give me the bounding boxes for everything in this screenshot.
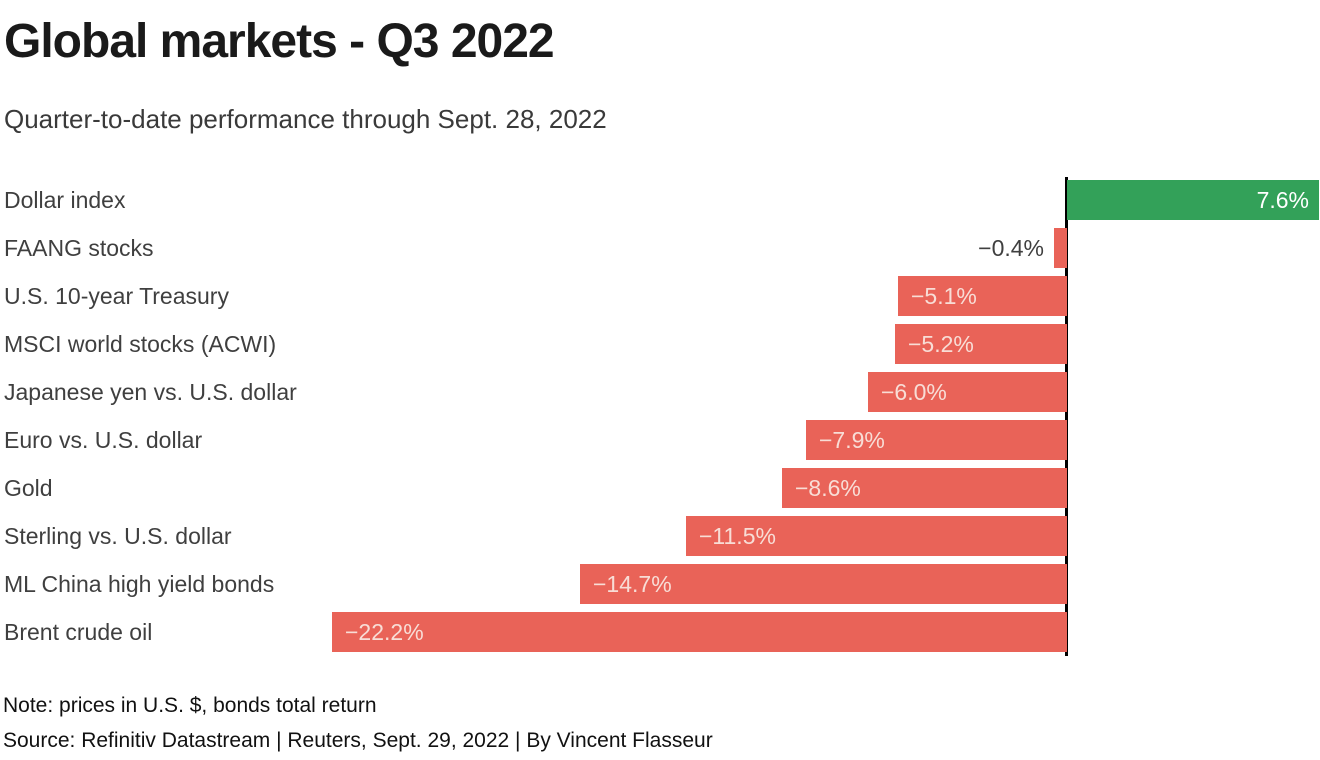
value-label-ml-china-high-yield-bonds: −14.7% [593,571,672,597]
value-label-sterling-vs-u-s-dollar: −11.5% [699,523,776,549]
category-label-sterling-vs-u-s-dollar: Sterling vs. U.S. dollar [4,523,232,549]
zero-axis-line [1065,177,1068,656]
value-label-japanese-yen-vs-u-s-dollar: −6.0% [881,379,947,405]
value-label-brent-crude-oil: −22.2% [345,619,424,645]
chart-row-sterling-vs-u-s-dollar: Sterling vs. U.S. dollar −11.5% [0,516,1320,556]
category-label-faang-stocks: FAANG stocks [4,235,154,261]
chart-row-brent-crude-oil: Brent crude oil −22.2% [0,612,1320,652]
bar-u-s-10-year-treasury [898,276,1067,316]
chart-row-u-s-10-year-treasury: U.S. 10-year Treasury −5.1% [0,276,1320,316]
chart-title: Global markets - Q3 2022 [4,15,555,68]
value-label-euro-vs-u-s-dollar: −7.9% [819,427,885,453]
value-label-dollar-index: 7.6% [1256,187,1309,213]
bar-brent-crude-oil [332,612,1067,652]
bar-gold [782,468,1067,508]
bar-faang-stocks [1054,228,1067,268]
value-label-faang-stocks: −0.4% [978,235,1044,261]
bar-japanese-yen-vs-u-s-dollar [868,372,1067,412]
bar-ml-china-high-yield-bonds [580,564,1067,604]
category-label-euro-vs-u-s-dollar: Euro vs. U.S. dollar [4,427,203,453]
chart-subtitle: Quarter-to-date performance through Sept… [4,104,607,134]
value-label-u-s-10-year-treasury: −5.1% [911,283,977,309]
category-label-ml-china-high-yield-bonds: ML China high yield bonds [4,571,275,597]
category-label-japanese-yen-vs-u-s-dollar: Japanese yen vs. U.S. dollar [4,379,297,405]
chart-row-faang-stocks: FAANG stocks −0.4% [0,228,1320,268]
category-label-msci-world-stocks-acwi: MSCI world stocks (ACWI) [4,331,277,357]
value-label-gold: −8.6% [795,475,861,501]
chart-source: Source: Refinitiv Datastream | Reuters, … [3,729,713,752]
chart-row-gold: Gold −8.6% [0,468,1320,508]
category-label-brent-crude-oil: Brent crude oil [4,619,153,645]
bar-dollar-index [1067,180,1319,220]
chart-row-euro-vs-u-s-dollar: Euro vs. U.S. dollar −7.9% [0,420,1320,460]
category-label-dollar-index: Dollar index [4,187,126,213]
category-label-gold: Gold [4,475,53,501]
bar-chart: Dollar index 7.6% FAANG stocks −0.4% U.S. 10… [0,177,1320,656]
category-label-u-s-10-year-treasury: U.S. 10-year Treasury [4,283,229,309]
chart-row-msci-world-stocks-acwi: MSCI world stocks (ACWI) −5.2% [0,324,1320,364]
value-label-msci-world-stocks-acwi: −5.2% [908,331,974,357]
chart-row-ml-china-high-yield-bonds: ML China high yield bonds −14.7% [0,564,1320,604]
bar-msci-world-stocks-acwi [895,324,1067,364]
bar-euro-vs-u-s-dollar [806,420,1067,460]
chart-note: Note: prices in U.S. $, bonds total retu… [3,694,377,717]
chart-row-dollar-index: Dollar index 7.6% [0,180,1320,220]
bar-sterling-vs-u-s-dollar [686,516,1067,556]
chart-row-japanese-yen-vs-u-s-dollar: Japanese yen vs. U.S. dollar −6.0% [0,372,1320,412]
